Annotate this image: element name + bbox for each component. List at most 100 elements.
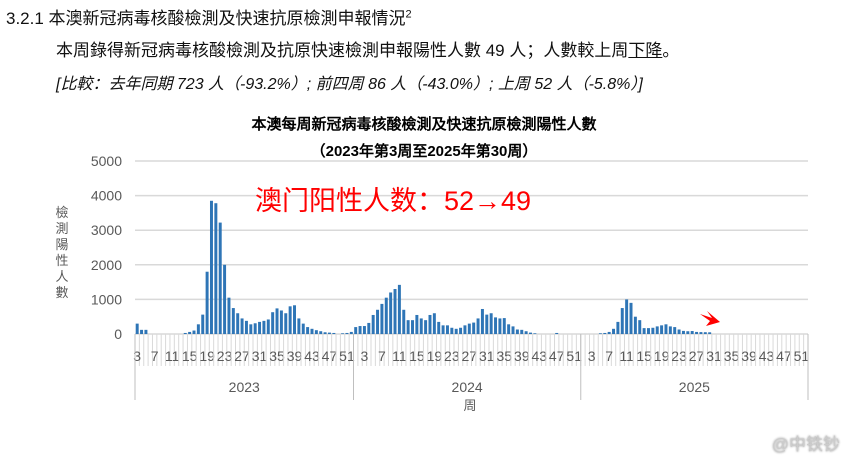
bar xyxy=(349,331,353,334)
bar xyxy=(668,326,672,334)
bar xyxy=(244,320,248,334)
bar xyxy=(411,320,414,334)
bar xyxy=(708,332,712,334)
bar xyxy=(135,323,139,334)
bar xyxy=(354,327,358,334)
bar xyxy=(629,302,633,334)
x-tick-label: 35 xyxy=(496,348,512,364)
y-axis-label-char: 檢 xyxy=(55,205,68,220)
x-tick-label: 27 xyxy=(234,348,250,364)
summary-trend: 下降 xyxy=(628,41,663,60)
bar xyxy=(616,321,620,334)
bar xyxy=(424,320,428,334)
bar xyxy=(651,327,655,334)
bar xyxy=(327,332,331,334)
x-tick-label: 23 xyxy=(444,348,460,364)
bar xyxy=(507,324,511,334)
x-tick-label: 39 xyxy=(741,348,757,364)
x-tick-label: 11 xyxy=(392,348,407,364)
bar xyxy=(428,314,432,334)
x-tick-label: 11 xyxy=(165,348,180,364)
bar xyxy=(293,305,296,334)
bar xyxy=(140,329,144,334)
bar xyxy=(441,325,445,334)
footnote-ref[interactable]: 2 xyxy=(405,8,412,21)
bar xyxy=(472,322,476,334)
bar xyxy=(376,309,380,334)
bar xyxy=(384,297,388,334)
bar xyxy=(529,332,532,334)
x-axis-label: 周 xyxy=(463,398,476,413)
y-tick-label: 4000 xyxy=(91,188,122,204)
bar xyxy=(319,331,323,334)
bar xyxy=(306,327,310,334)
bar xyxy=(660,325,664,334)
bar xyxy=(642,328,646,334)
bar xyxy=(476,318,480,334)
x-tick-label: 7 xyxy=(378,348,386,364)
bar xyxy=(393,289,397,334)
x-tick-label: 43 xyxy=(531,348,547,364)
bar xyxy=(686,331,690,334)
bar xyxy=(673,327,677,334)
bar xyxy=(533,333,537,334)
bar xyxy=(502,318,506,334)
bar xyxy=(406,320,410,334)
y-axis-label-char: 人 xyxy=(55,269,68,284)
x-tick-label: 47 xyxy=(549,348,565,364)
x-tick-label: 19 xyxy=(427,348,443,364)
bar xyxy=(511,326,515,334)
bar xyxy=(459,327,463,334)
year-label: 2024 xyxy=(452,379,483,395)
y-tick-label: 0 xyxy=(114,326,122,342)
bar xyxy=(196,324,200,334)
year-label: 2023 xyxy=(229,379,260,395)
x-tick-label: 27 xyxy=(689,348,705,364)
x-tick-label: 19 xyxy=(654,348,670,364)
bar xyxy=(214,203,218,334)
x-tick-label: 43 xyxy=(304,348,320,364)
y-tick-label: 1000 xyxy=(91,291,122,307)
bar xyxy=(240,318,244,334)
y-axis-label-char: 性 xyxy=(55,253,68,268)
x-tick-label: 47 xyxy=(322,348,338,364)
bar xyxy=(284,313,288,334)
bar xyxy=(555,332,559,334)
y-axis-label-char: 數 xyxy=(55,285,68,300)
bar xyxy=(271,312,275,334)
bar xyxy=(402,309,406,334)
x-tick-label: 15 xyxy=(409,348,425,364)
bar xyxy=(201,314,205,334)
x-tick-label: 19 xyxy=(199,348,215,364)
y-axis-label-char: 測 xyxy=(55,221,68,236)
section-title: 本澳新冠病毒核酸檢測及快速抗原檢測申報情況 xyxy=(48,9,406,28)
x-tick-label: 47 xyxy=(776,348,792,364)
bar xyxy=(419,318,423,334)
summary-text: 本周錄得新冠病毒核酸檢測及抗原快速檢測申報陽性人數 49 人；人數較上周 xyxy=(56,41,629,60)
y-tick-label: 3000 xyxy=(91,222,122,238)
x-tick-label: 15 xyxy=(182,348,198,364)
summary-line: 本周錄得新冠病毒核酸檢測及抗原快速檢測申報陽性人數 49 人；人數較上周下降。 xyxy=(56,36,679,61)
bar xyxy=(603,332,607,334)
bar xyxy=(231,308,235,334)
x-tick-label: 51 xyxy=(339,348,355,364)
bar xyxy=(494,317,498,334)
chart-title: 本澳每周新冠病毒核酸檢測及快速抗原檢測陽性人數 xyxy=(251,115,596,133)
x-tick-label: 43 xyxy=(759,348,775,364)
bar xyxy=(380,303,384,334)
bar xyxy=(367,322,371,334)
bar xyxy=(454,328,458,334)
x-tick-label: 23 xyxy=(217,348,233,364)
bar xyxy=(620,308,624,334)
bar xyxy=(633,316,637,334)
bar xyxy=(288,306,292,334)
bar xyxy=(638,320,642,334)
x-tick-label: 31 xyxy=(252,348,268,364)
section-number: 3.2.1 xyxy=(6,9,44,28)
bar xyxy=(664,324,668,334)
comparison-line: [比較：去年同期 723 人（-93.2%）; 前四周 86 人（-43.0%）… xyxy=(56,76,643,93)
bar xyxy=(223,264,227,334)
bar xyxy=(262,320,266,334)
bar xyxy=(188,331,192,334)
bar xyxy=(227,297,231,334)
